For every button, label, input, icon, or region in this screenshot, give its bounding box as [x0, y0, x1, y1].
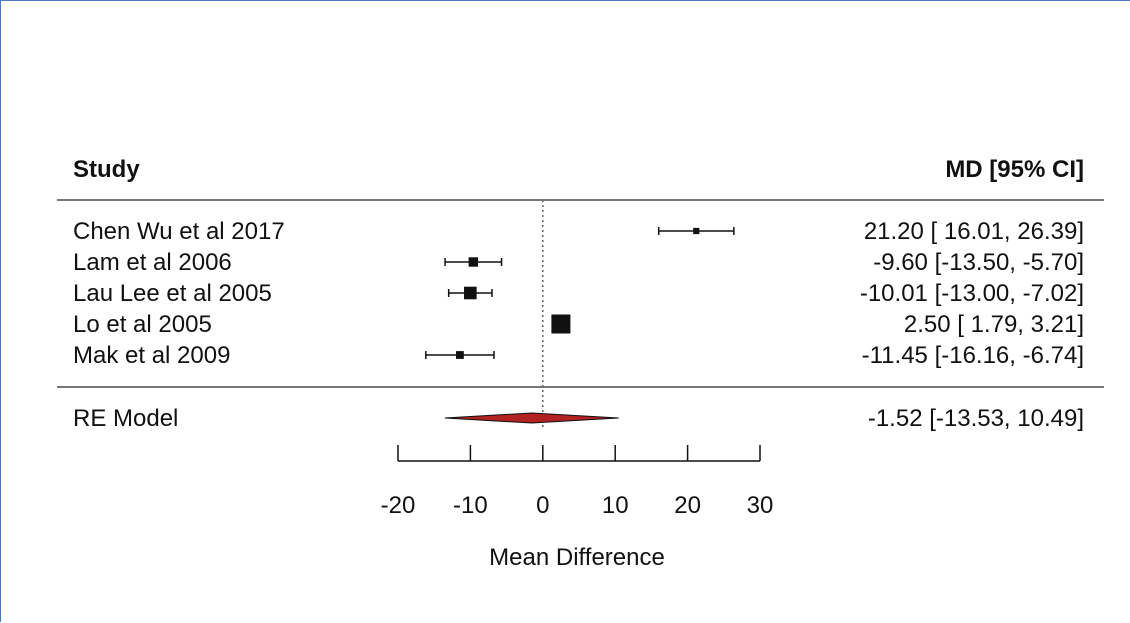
study-ci-text: 21.20 [ 16.01, 26.39] [864, 218, 1084, 245]
x-tick-label: 10 [602, 492, 629, 519]
study-row: Mak et al 2009 -11.45 [-16.16, -6.74] [73, 342, 1084, 369]
summary-ci-text: -1.52 [-13.53, 10.49] [868, 405, 1084, 432]
x-tick-label: -20 [381, 492, 416, 519]
study-ci-text: 2.50 [ 1.79, 3.21] [904, 311, 1084, 338]
study-label: Lo et al 2005 [73, 311, 212, 338]
x-tick-label: -10 [453, 492, 488, 519]
study-row: Lam et al 2006 -9.60 [-13.50, -5.70] [73, 249, 1084, 276]
study-label: Mak et al 2009 [73, 342, 230, 369]
study-ci-text: -9.60 [-13.50, -5.70] [873, 249, 1084, 276]
study-ci-text: -10.01 [-13.00, -7.02] [860, 280, 1084, 307]
header-study: Study [73, 156, 140, 183]
effect-square [693, 227, 700, 235]
summary-label: RE Model [73, 405, 178, 432]
study-label: Lam et al 2006 [73, 249, 232, 276]
x-tick-label: 20 [674, 492, 701, 519]
header-md-ci: MD [95% CI] [945, 156, 1084, 183]
study-label: Chen Wu et al 2017 [73, 218, 285, 245]
study-row: Lau Lee et al 2005 -10.01 [-13.00, -7.02] [73, 280, 1084, 307]
study-ci-text: -11.45 [-16.16, -6.74] [862, 342, 1084, 369]
summary-row: RE Model -1.52 [-13.53, 10.49] [73, 405, 1084, 432]
x-axis-label: Mean Difference [489, 544, 665, 571]
x-tick-label: 30 [747, 492, 774, 519]
x-tick-label: 0 [536, 492, 549, 519]
study-row: Chen Wu et al 2017 21.20 [ 16.01, 26.39] [73, 218, 1084, 245]
effect-square [468, 257, 478, 267]
study-label: Lau Lee et al 2005 [73, 280, 272, 307]
effect-square [551, 314, 571, 334]
study-row: Lo et al 2005 2.50 [ 1.79, 3.21] [73, 311, 1084, 338]
effect-square [456, 351, 464, 359]
summary-diamond [444, 412, 619, 424]
effect-square [464, 286, 477, 300]
